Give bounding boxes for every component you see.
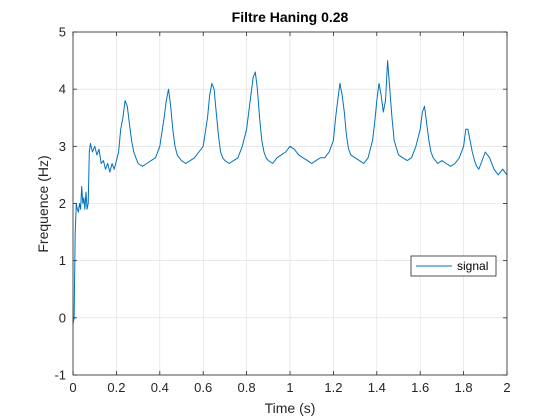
ticks bbox=[72, 31, 508, 376]
legend-box bbox=[410, 255, 497, 277]
y-tick-label: 5 bbox=[59, 25, 66, 40]
x-tick-label: 0.8 bbox=[238, 380, 256, 395]
x-tick-label: 1.6 bbox=[411, 380, 429, 395]
y-tick-label: 0 bbox=[59, 310, 66, 325]
x-tick-label: 0.2 bbox=[107, 380, 125, 395]
y-tick-label: 2 bbox=[59, 196, 66, 211]
chart-title: Filtre Haning 0.28 bbox=[232, 9, 349, 25]
x-tick-label: 1.8 bbox=[455, 380, 473, 395]
x-tick-label: 1 bbox=[286, 380, 293, 395]
x-tick-label: 1.2 bbox=[324, 380, 342, 395]
legend-label: signal bbox=[457, 259, 488, 273]
x-tick-label: 0 bbox=[69, 380, 76, 395]
legend: signal bbox=[410, 255, 497, 277]
y-tick-label: 4 bbox=[59, 82, 66, 97]
y-axis-label: Frequence (Hz) bbox=[35, 155, 51, 252]
x-tick-label: 0.4 bbox=[151, 380, 169, 395]
y-tick-label: 3 bbox=[59, 139, 66, 154]
y-tick-label: 1 bbox=[59, 253, 66, 268]
y-tick-label: -1 bbox=[54, 368, 66, 383]
series-layer bbox=[72, 60, 508, 324]
x-axis-label: Time (s) bbox=[265, 400, 316, 416]
series-line-0 bbox=[72, 60, 508, 324]
x-tick-label: 0.6 bbox=[194, 380, 212, 395]
x-tick-label: 2 bbox=[503, 380, 510, 395]
x-tick-label: 1.4 bbox=[368, 380, 386, 395]
